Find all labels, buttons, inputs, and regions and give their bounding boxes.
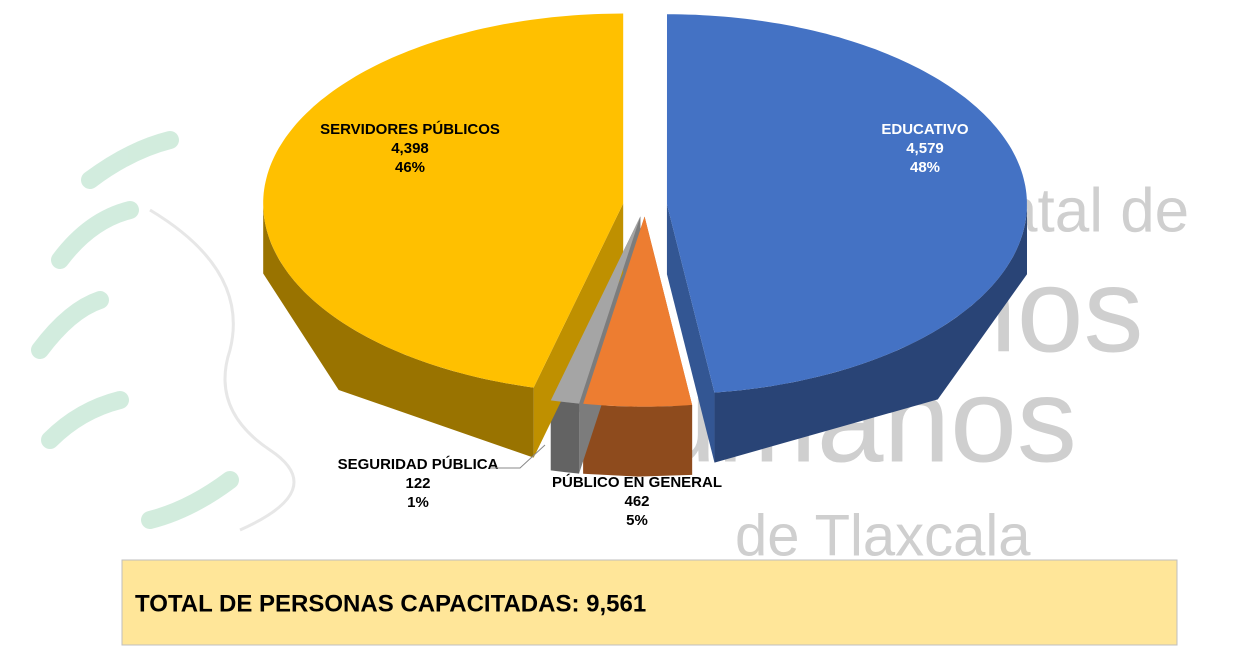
pie-slice-side [714,204,1027,463]
pie-slice-side [550,400,580,474]
data-label-percent: 5% [626,512,648,529]
data-label-percent: 46% [395,159,425,176]
leader-line [490,444,546,469]
pie-tops [263,13,1027,407]
data-label-percent: 48% [910,159,940,176]
pie-slice [263,13,624,388]
data-label-percent: 1% [407,494,429,511]
total-label: TOTAL DE PERSONAS CAPACITADAS: 9,561 [135,590,646,617]
data-label-name: SEGURIDAD PÚBLICA [338,455,499,473]
watermark-text: de Tlaxcala [735,503,1031,568]
total-box [121,559,1178,646]
pie-slice-cut [666,204,715,463]
pie-slice-side [263,203,534,458]
data-label-value: 4,398 [391,140,429,157]
data-label-name: SERVIDORES PÚBLICOS [320,120,500,138]
pie-slice [583,216,693,407]
data-label-name: EDUCATIVO [881,121,969,138]
data-label-value: 122 [405,475,430,492]
watermark-text: atal de [1003,176,1189,245]
data-label-name: PÚBLICO EN GENERAL [552,473,722,491]
pie [263,13,1027,477]
pie-slice [666,14,1027,393]
pie-slice [550,216,641,404]
pie-slice-side [583,403,693,477]
data-label-value: 4,579 [906,140,944,157]
data-label-value: 462 [624,493,649,510]
